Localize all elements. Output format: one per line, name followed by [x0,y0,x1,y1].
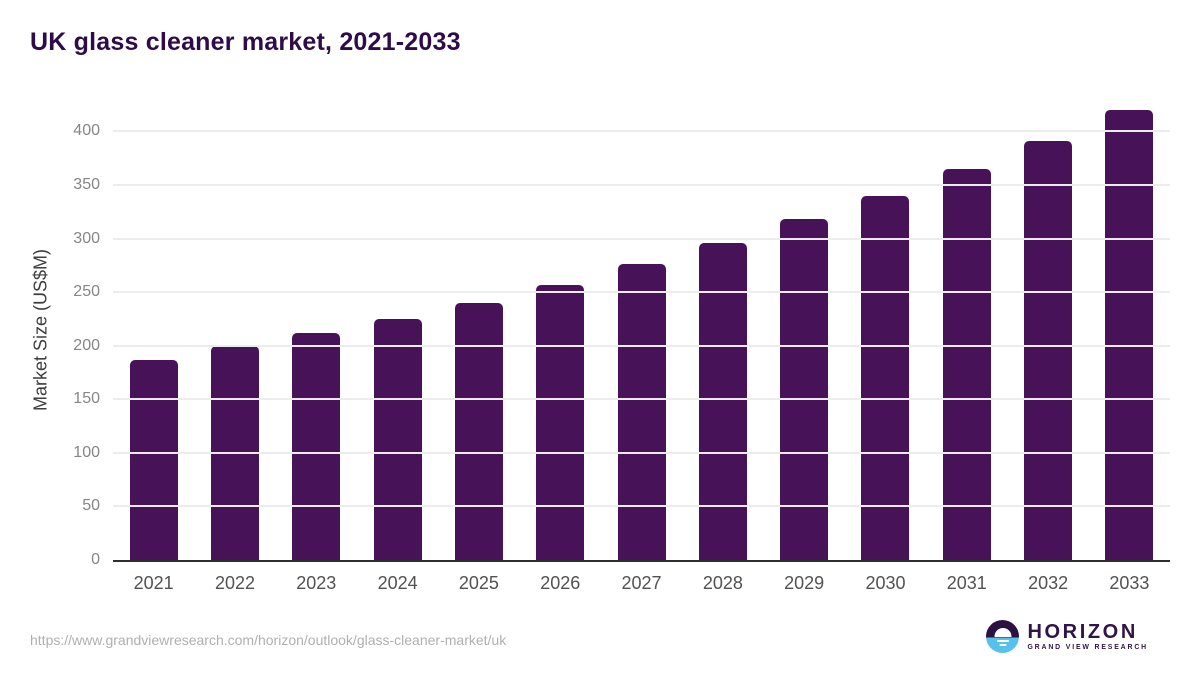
bars-container: 2021 2022 2023 2024 2025 2026 2027 2028 2029 2030… [113,110,1170,593]
chart-title: UK glass cleaner market, 2021-2033 [30,28,461,56]
x-tick-label-2032: 2032 [1028,573,1069,593]
x-tick-label-2022: 2022 [214,573,255,593]
bar-slot-2030: 2030 [845,110,926,593]
bar-slot-2026: 2026 [520,110,601,593]
bar-slot-2033: 2033 [1089,110,1170,593]
y-tick-label-250: 250 [73,283,100,301]
bar-slot-2022: 2022 [194,110,275,593]
x-tick-label-2029: 2029 [784,573,825,593]
bar-slot-2029: 2029 [764,110,845,593]
x-tick-label-2021: 2021 [133,573,174,593]
x-tick-label-2030: 2030 [865,573,906,593]
sun-reflection-line [999,643,1007,646]
bar-2033[interactable] [1105,110,1154,560]
bar-slot-2028: 2028 [682,110,763,593]
gridline-400 [113,130,1170,133]
bar-2030[interactable] [861,195,910,560]
bar-slot-2027: 2027 [601,110,682,593]
x-tick-label-2031: 2031 [946,573,987,593]
y-tick-label-350: 350 [73,176,100,193]
x-tick-label-2026: 2026 [540,573,581,593]
bar-slot-2021: 2021 [113,110,194,593]
y-tick-label-300: 300 [73,229,100,247]
gridline-100 [113,451,1170,454]
plot-area: 2021 2022 2023 2024 2025 2026 2027 2028 2029 2030… [73,110,1170,593]
bar-2023[interactable] [292,332,341,560]
x-tick-label-2028: 2028 [702,573,743,593]
gridline-150 [113,398,1170,401]
bar-2032[interactable] [1024,141,1073,560]
x-tick-label-2033: 2033 [1109,573,1150,593]
x-tick-label-2024: 2024 [377,573,418,593]
y-axis-title: Market Size (US$M) [30,248,51,412]
bar-slot-2032: 2032 [1007,110,1088,593]
horizon-sun-circle-icon [986,620,1020,653]
logo-brand-name: HORIZON [1027,620,1138,643]
sun-dome-shape [994,628,1012,637]
gridline-350 [113,184,1170,186]
bar-2021[interactable] [129,359,178,560]
x-axis-line [113,560,1170,562]
bar-2024[interactable] [373,318,422,560]
y-tick-label-400: 400 [73,122,100,140]
sun-reflection-line [996,639,1009,642]
bar-slot-2023: 2023 [276,110,357,593]
x-tick-label-2023: 2023 [296,573,337,593]
logo-tagline: GRAND VIEW RESEARCH [1027,643,1148,651]
gridline-250 [113,291,1170,294]
y-tick-label-150: 150 [73,390,100,408]
bar-slot-2031: 2031 [926,110,1007,593]
x-tick-label-2025: 2025 [458,573,499,593]
source-url: https://www.grandviewresearch.com/horizo… [30,632,507,648]
y-tick-label-100: 100 [73,443,100,461]
logo-text: HORIZON GRAND VIEW RESEARCH [1027,622,1148,652]
gridline-50 [113,505,1170,508]
y-tick-label-200: 200 [73,336,100,354]
gridline-200 [113,344,1170,347]
bar-2026[interactable] [536,284,585,560]
y-tick-label-50: 50 [82,497,100,515]
y-tick-label-0: 0 [91,551,100,568]
bar-slot-2025: 2025 [438,110,519,593]
bar-2031[interactable] [942,168,991,560]
gridline-300 [113,237,1170,240]
x-tick-label-2027: 2027 [621,573,662,593]
bar-2029[interactable] [780,219,829,560]
bar-2027[interactable] [617,264,666,560]
bar-2025[interactable] [454,302,503,560]
brand-logo: HORIZON GRAND VIEW RESEARCH [986,620,1148,653]
bar-slot-2024: 2024 [357,110,438,593]
